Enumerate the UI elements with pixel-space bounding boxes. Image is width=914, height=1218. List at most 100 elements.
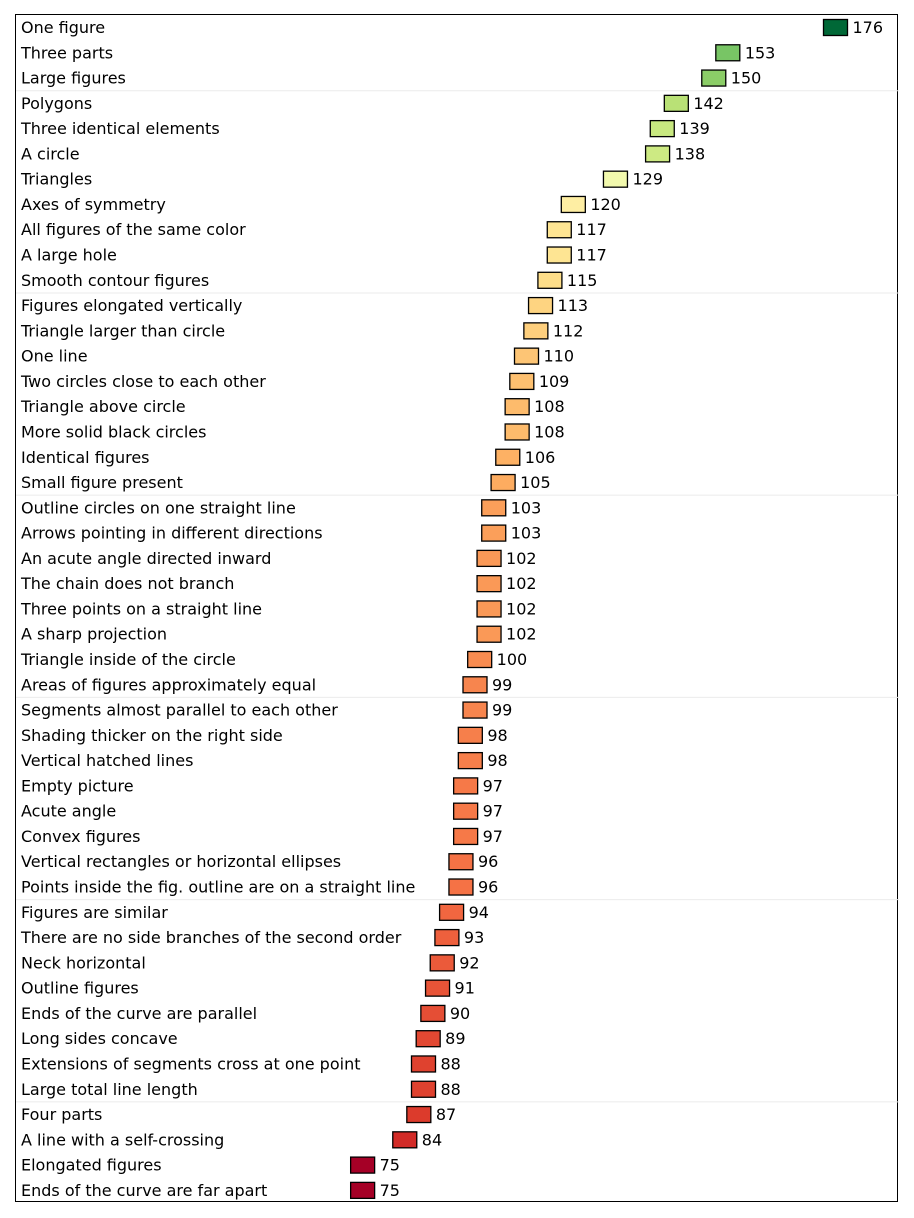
category-label: An acute angle directed inward	[21, 549, 271, 568]
category-label: Three identical elements	[20, 119, 220, 138]
category-label: Extensions of segments cross at one poin…	[21, 1054, 360, 1073]
category-label: Convex figures	[21, 827, 140, 846]
bar	[438, 903, 465, 921]
bar	[349, 1181, 376, 1200]
value-label: 106	[525, 448, 556, 467]
category-label: Points inside the fig. outline are on a …	[21, 878, 415, 897]
category-label: Outline figures	[21, 979, 139, 998]
bar	[410, 1080, 437, 1098]
category-label: Two circles close to each other	[20, 372, 266, 391]
bar	[476, 549, 502, 568]
bar	[490, 473, 516, 492]
category-label: Large total line length	[21, 1080, 198, 1099]
value-label: 102	[506, 625, 537, 644]
category-label: Four parts	[21, 1105, 102, 1124]
bar	[410, 1055, 437, 1073]
value-label: 75	[380, 1181, 400, 1200]
category-label: All figures of the same color	[21, 220, 246, 239]
category-label: Figures elongated vertically	[21, 296, 242, 315]
value-label: 115	[567, 271, 598, 290]
bar	[452, 777, 479, 795]
value-label: 139	[679, 119, 710, 138]
bar	[457, 751, 483, 770]
bar	[448, 853, 474, 871]
value-label: 117	[576, 246, 607, 265]
bar	[429, 954, 455, 972]
bar	[546, 246, 572, 264]
value-label: 100	[497, 650, 528, 669]
bar	[644, 145, 671, 163]
bar	[822, 18, 849, 37]
bar	[649, 119, 675, 138]
category-label: Ends of the curve are far apart	[21, 1181, 267, 1200]
category-label: Triangle above circle	[20, 397, 186, 416]
category-label: Small figure present	[21, 473, 183, 492]
category-label: A circle	[21, 144, 80, 163]
value-label: 96	[478, 878, 498, 897]
bar	[513, 347, 540, 365]
bar	[602, 170, 629, 188]
value-label: 98	[487, 726, 507, 745]
value-label: 105	[520, 473, 551, 492]
bar	[462, 701, 488, 719]
bar	[420, 1004, 446, 1023]
bar	[415, 1030, 441, 1048]
value-label: 110	[544, 347, 575, 366]
bar-chart: One figure 176 Three parts 153 Large figures…	[16, 18, 899, 1200]
bar	[701, 69, 727, 87]
value-label: 87	[436, 1105, 456, 1124]
bar	[452, 827, 479, 846]
value-label: 117	[576, 220, 607, 239]
value-label: 99	[492, 701, 512, 720]
bar	[476, 575, 502, 593]
chart-frame: One figure 176 Three parts 153 Large figures…	[15, 14, 899, 1202]
category-label: Ends of the curve are parallel	[21, 1004, 257, 1023]
value-label: 113	[558, 296, 589, 315]
category-label: Axes of symmetry	[21, 195, 166, 214]
value-label: 84	[422, 1130, 442, 1149]
bar	[392, 1131, 418, 1149]
value-label: 96	[478, 852, 498, 871]
bar	[509, 372, 535, 391]
value-label: 91	[455, 979, 475, 998]
value-label: 153	[745, 43, 776, 62]
category-label: Acute angle	[21, 802, 116, 821]
value-label: 92	[459, 953, 479, 972]
bar	[527, 296, 554, 315]
value-label: 94	[469, 903, 489, 922]
bar	[476, 625, 502, 643]
value-label: 102	[506, 549, 537, 568]
category-label: Three parts	[20, 43, 113, 62]
category-label: Vertical rectangles or horizontal ellips…	[21, 852, 341, 871]
bar	[452, 802, 479, 820]
bar	[424, 979, 451, 997]
value-label: 90	[450, 1004, 470, 1023]
category-label: Outline circles on one straight line	[21, 498, 296, 517]
category-label: Neck horizontal	[21, 953, 146, 972]
bar	[481, 499, 507, 517]
category-label: Vertical hatched lines	[21, 751, 193, 770]
category-label: A line with a self-crossing	[21, 1130, 224, 1149]
category-label: Segments almost parallel to each other	[21, 701, 338, 720]
value-label: 108	[534, 422, 565, 441]
value-label: 97	[483, 802, 503, 821]
category-label: There are no side branches of the second…	[20, 928, 402, 947]
category-label: Triangle larger than circle	[20, 321, 225, 340]
category-label: Triangles	[20, 170, 92, 189]
value-label: 103	[511, 498, 542, 517]
bar	[434, 928, 460, 947]
bar	[546, 221, 572, 239]
value-label: 109	[539, 372, 570, 391]
value-label: 99	[492, 675, 512, 694]
value-label: 103	[511, 524, 542, 543]
value-label: 142	[693, 94, 724, 113]
bar	[663, 94, 689, 112]
bar	[476, 600, 502, 618]
value-label: 98	[487, 751, 507, 770]
value-label: 102	[506, 574, 537, 593]
category-label: Figures are similar	[21, 903, 168, 922]
value-label: 120	[590, 195, 621, 214]
value-label: 88	[441, 1080, 461, 1099]
bar	[448, 878, 474, 896]
value-label: 88	[441, 1054, 461, 1073]
